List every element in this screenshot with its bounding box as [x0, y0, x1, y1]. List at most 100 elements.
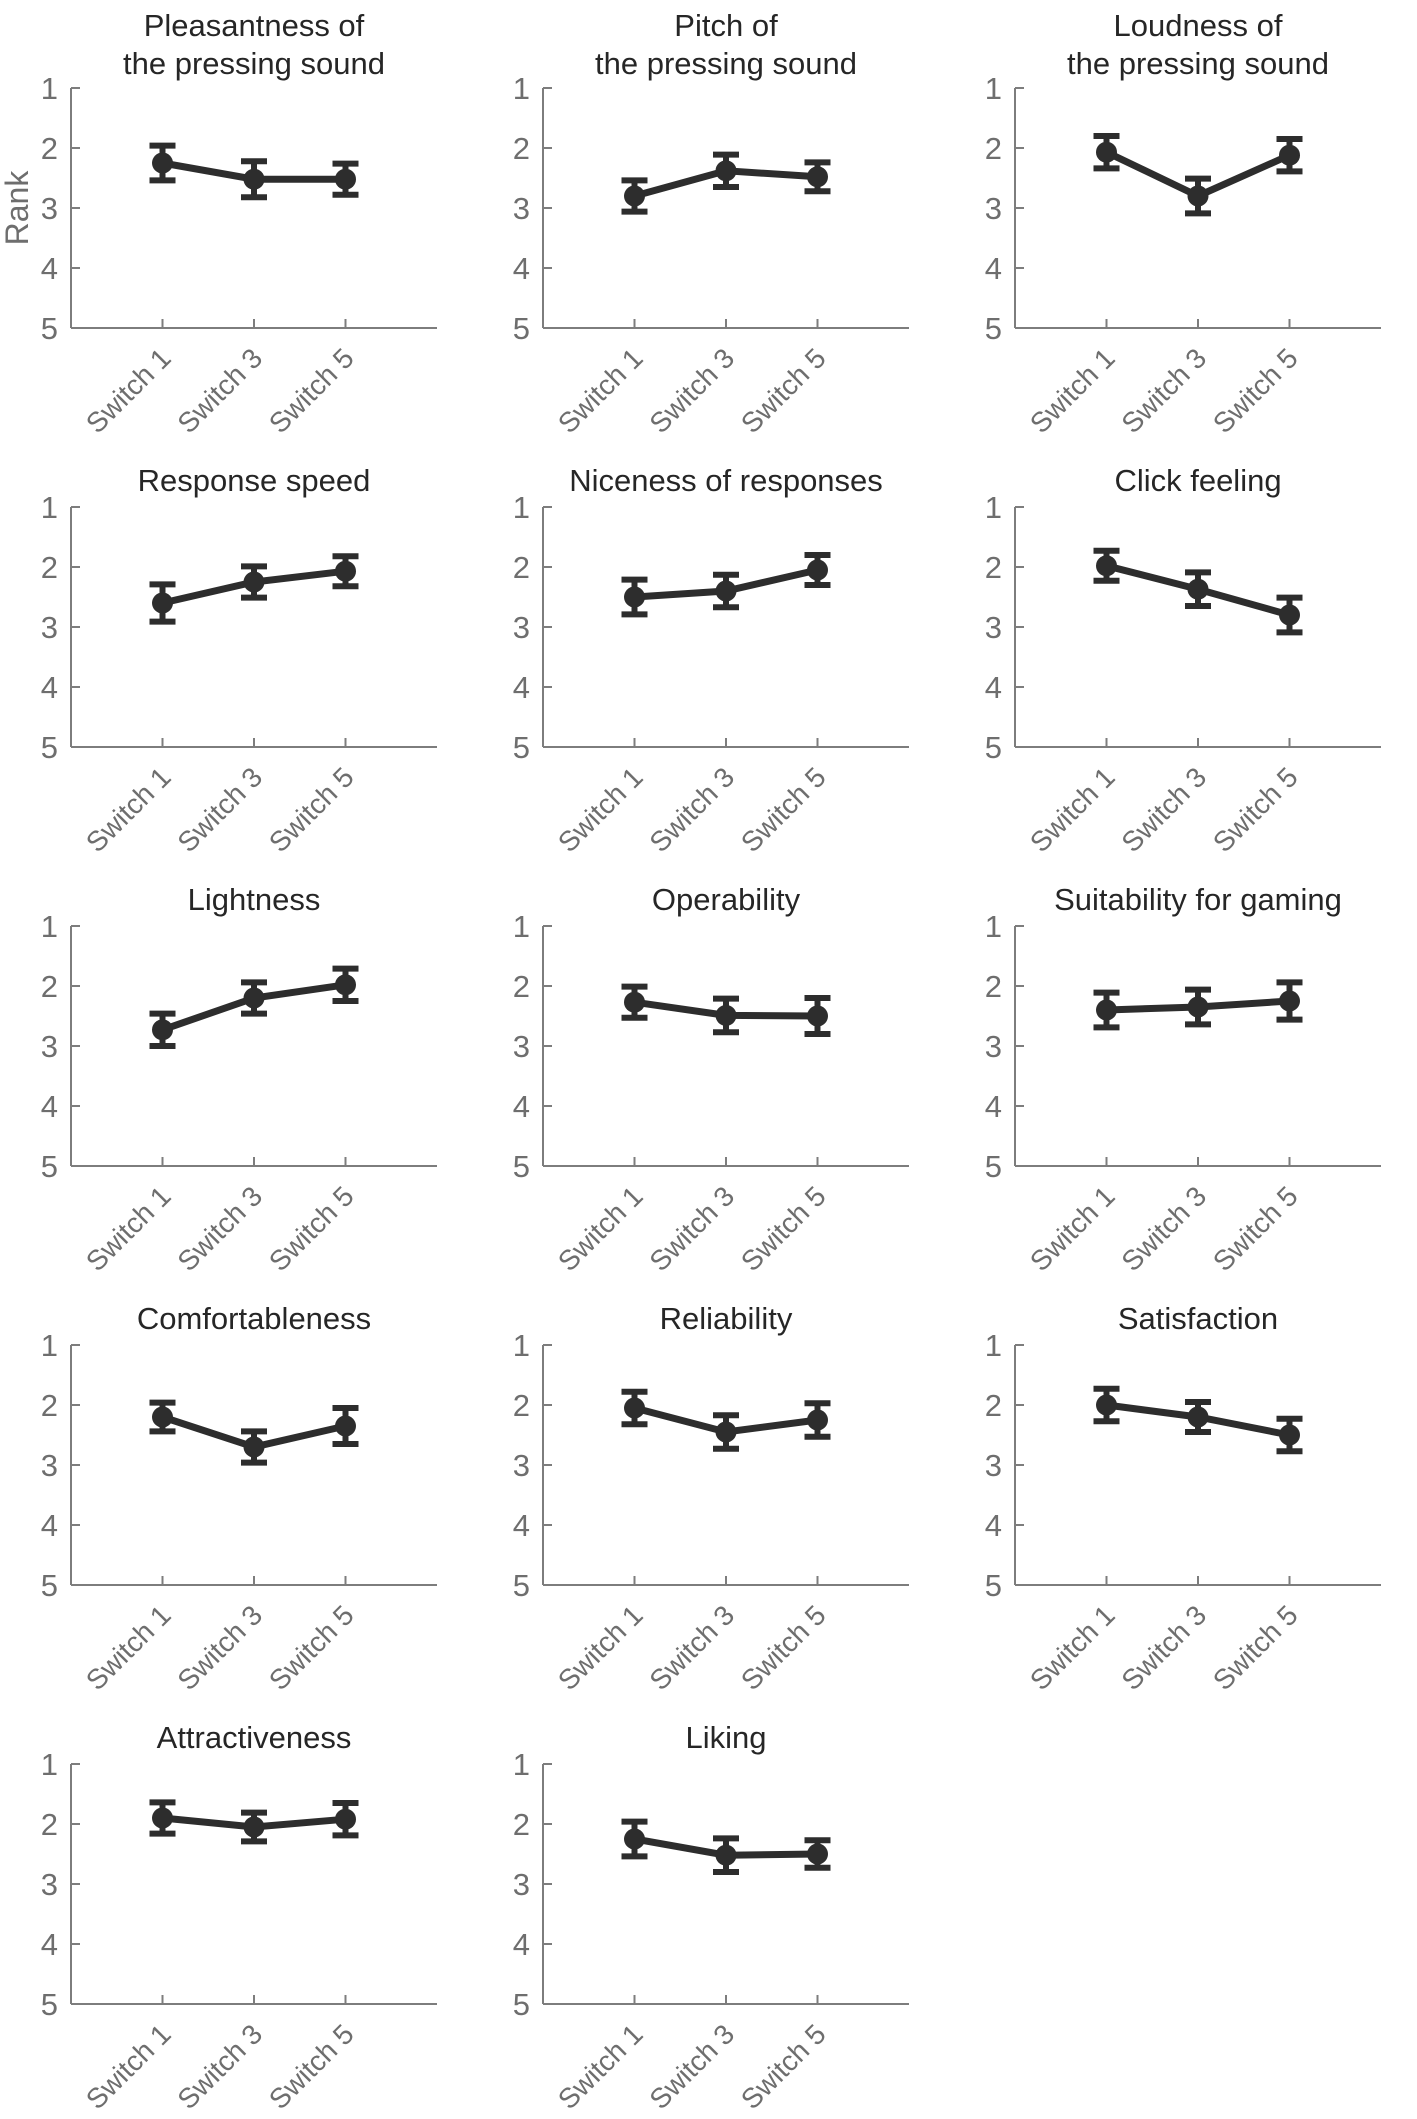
y-tick-label: 5 — [513, 730, 530, 765]
subplot-title: Loudness of the pressing sound — [1067, 8, 1329, 81]
data-point — [807, 1005, 828, 1027]
y-tick-label: 5 — [41, 311, 58, 346]
chart-cell-suitability-for-gaming: Suitability for gaming 1 2 3 4 5 Switch 1 Switc… — [944, 838, 1417, 1277]
data-point — [807, 559, 828, 581]
subplot-pleasantness-of-the-pressing-sound: Pleasantness of the pressing sound Rank 1 2 3… — [0, 8, 437, 439]
y-tick-label: 1 — [985, 490, 1002, 525]
y-tick-label: 5 — [985, 1149, 1002, 1184]
chart-cell-loudness-of-the-pressing-sound: Loudness of the pressing sound 1 2 3 4 5 Switch… — [944, 0, 1417, 439]
y-tick-label: 3 — [513, 191, 530, 226]
data-point — [335, 1415, 356, 1437]
data-point — [715, 160, 737, 182]
y-tick-label: 2 — [513, 131, 530, 166]
y-tick-label: 4 — [985, 670, 1002, 705]
subplot-title: Comfortableness — [137, 1301, 371, 1336]
data-point — [335, 1808, 356, 1830]
x-tick-label: Switch 3 — [1115, 1599, 1212, 1696]
y-tick-label: 1 — [41, 71, 58, 106]
chart-cell-pleasantness-of-the-pressing-sound: Pleasantness of the pressing sound Rank 1 2 3… — [0, 0, 472, 439]
data-point — [335, 560, 356, 582]
y-tick-label: 4 — [513, 1089, 530, 1124]
y-tick-label: 2 — [41, 969, 58, 1004]
y-tick-label: 2 — [985, 1388, 1002, 1423]
y-tick-label: 1 — [985, 1328, 1002, 1363]
data-point — [624, 586, 645, 608]
data-point — [152, 1406, 173, 1428]
y-tick-label: 5 — [985, 1568, 1002, 1603]
y-tick-label: 1 — [513, 1747, 530, 1782]
chart-cell-satisfaction: Satisfaction 1 2 3 4 5 Switch 1 Switch 3 Switch … — [944, 1257, 1417, 1696]
y-tick-label: 3 — [985, 610, 1002, 645]
x-tick-label: Switch 5 — [1207, 1599, 1304, 1696]
data-point — [715, 1844, 737, 1866]
y-tick-label: 5 — [513, 311, 530, 346]
y-tick-label: 3 — [985, 191, 1002, 226]
x-tick-label: Switch 1 — [80, 2018, 177, 2115]
data-point — [1187, 996, 1209, 1018]
y-tick-label: 3 — [513, 1867, 530, 1902]
y-tick-label: 4 — [41, 1927, 58, 1962]
y-tick-label: 3 — [985, 1029, 1002, 1064]
data-point — [1279, 1424, 1300, 1446]
chart-cell-niceness-of-responses: Niceness of responses 1 2 3 4 5 Switch 1 Switch… — [472, 419, 944, 858]
x-tick-label: Switch 5 — [263, 2018, 360, 2115]
subplot-title: Niceness of responses — [569, 463, 883, 498]
y-tick-label: 4 — [985, 1089, 1002, 1124]
y-tick-label: 5 — [985, 730, 1002, 765]
data-point — [1187, 185, 1209, 207]
data-point — [1279, 604, 1300, 626]
y-tick-label: 1 — [41, 490, 58, 525]
y-tick-label: 1 — [41, 1747, 58, 1782]
subplot-title: Liking — [686, 1720, 767, 1755]
subplot-title: Pitch of the pressing sound — [595, 8, 857, 81]
y-tick-label: 4 — [513, 670, 530, 705]
y-tick-label: 2 — [41, 131, 58, 166]
y-tick-label: 1 — [985, 909, 1002, 944]
y-tick-label: 3 — [41, 610, 58, 645]
data-point — [715, 580, 737, 602]
y-tick-label: 5 — [513, 1987, 530, 2022]
y-tick-label: 4 — [513, 1508, 530, 1543]
data-point — [335, 168, 356, 190]
y-tick-label: 4 — [41, 1089, 58, 1124]
data-point — [624, 1828, 645, 1850]
data-point — [807, 1409, 828, 1431]
data-point — [243, 571, 265, 593]
subplot-title: Reliability — [660, 1301, 793, 1336]
y-tick-label: 4 — [513, 251, 530, 286]
data-point — [715, 1004, 737, 1026]
y-tick-label: 2 — [41, 1388, 58, 1423]
y-tick-label: 2 — [985, 131, 1002, 166]
subplot-title: Attractiveness — [157, 1720, 352, 1755]
y-tick-label: 2 — [513, 1807, 530, 1842]
subplot-title: Lightness — [188, 882, 321, 917]
y-tick-label: 5 — [41, 730, 58, 765]
y-tick-label: 1 — [985, 71, 1002, 106]
y-tick-label: 5 — [41, 1987, 58, 2022]
data-point — [807, 166, 828, 188]
subplot-title: Suitability for gaming — [1054, 882, 1342, 917]
y-tick-label: 1 — [513, 1328, 530, 1363]
chart-cell-operability: Operability 1 2 3 4 5 Switch 1 Switch 3 Switch 5 — [472, 838, 944, 1277]
subplot-title: Response speed — [138, 463, 371, 498]
y-tick-label: 1 — [513, 490, 530, 525]
y-tick-label: 5 — [513, 1568, 530, 1603]
data-point — [243, 987, 265, 1009]
y-tick-label: 3 — [513, 1029, 530, 1064]
y-tick-label: 4 — [41, 251, 58, 286]
data-point — [243, 168, 265, 190]
y-tick-label: 4 — [513, 1927, 530, 1962]
y-tick-label: 3 — [513, 610, 530, 645]
data-point — [243, 1816, 265, 1838]
data-point — [807, 1843, 828, 1865]
chart-cell-attractiveness: Attractiveness 1 2 3 4 5 Switch 1 Switch 3 Switc… — [0, 1676, 472, 2119]
